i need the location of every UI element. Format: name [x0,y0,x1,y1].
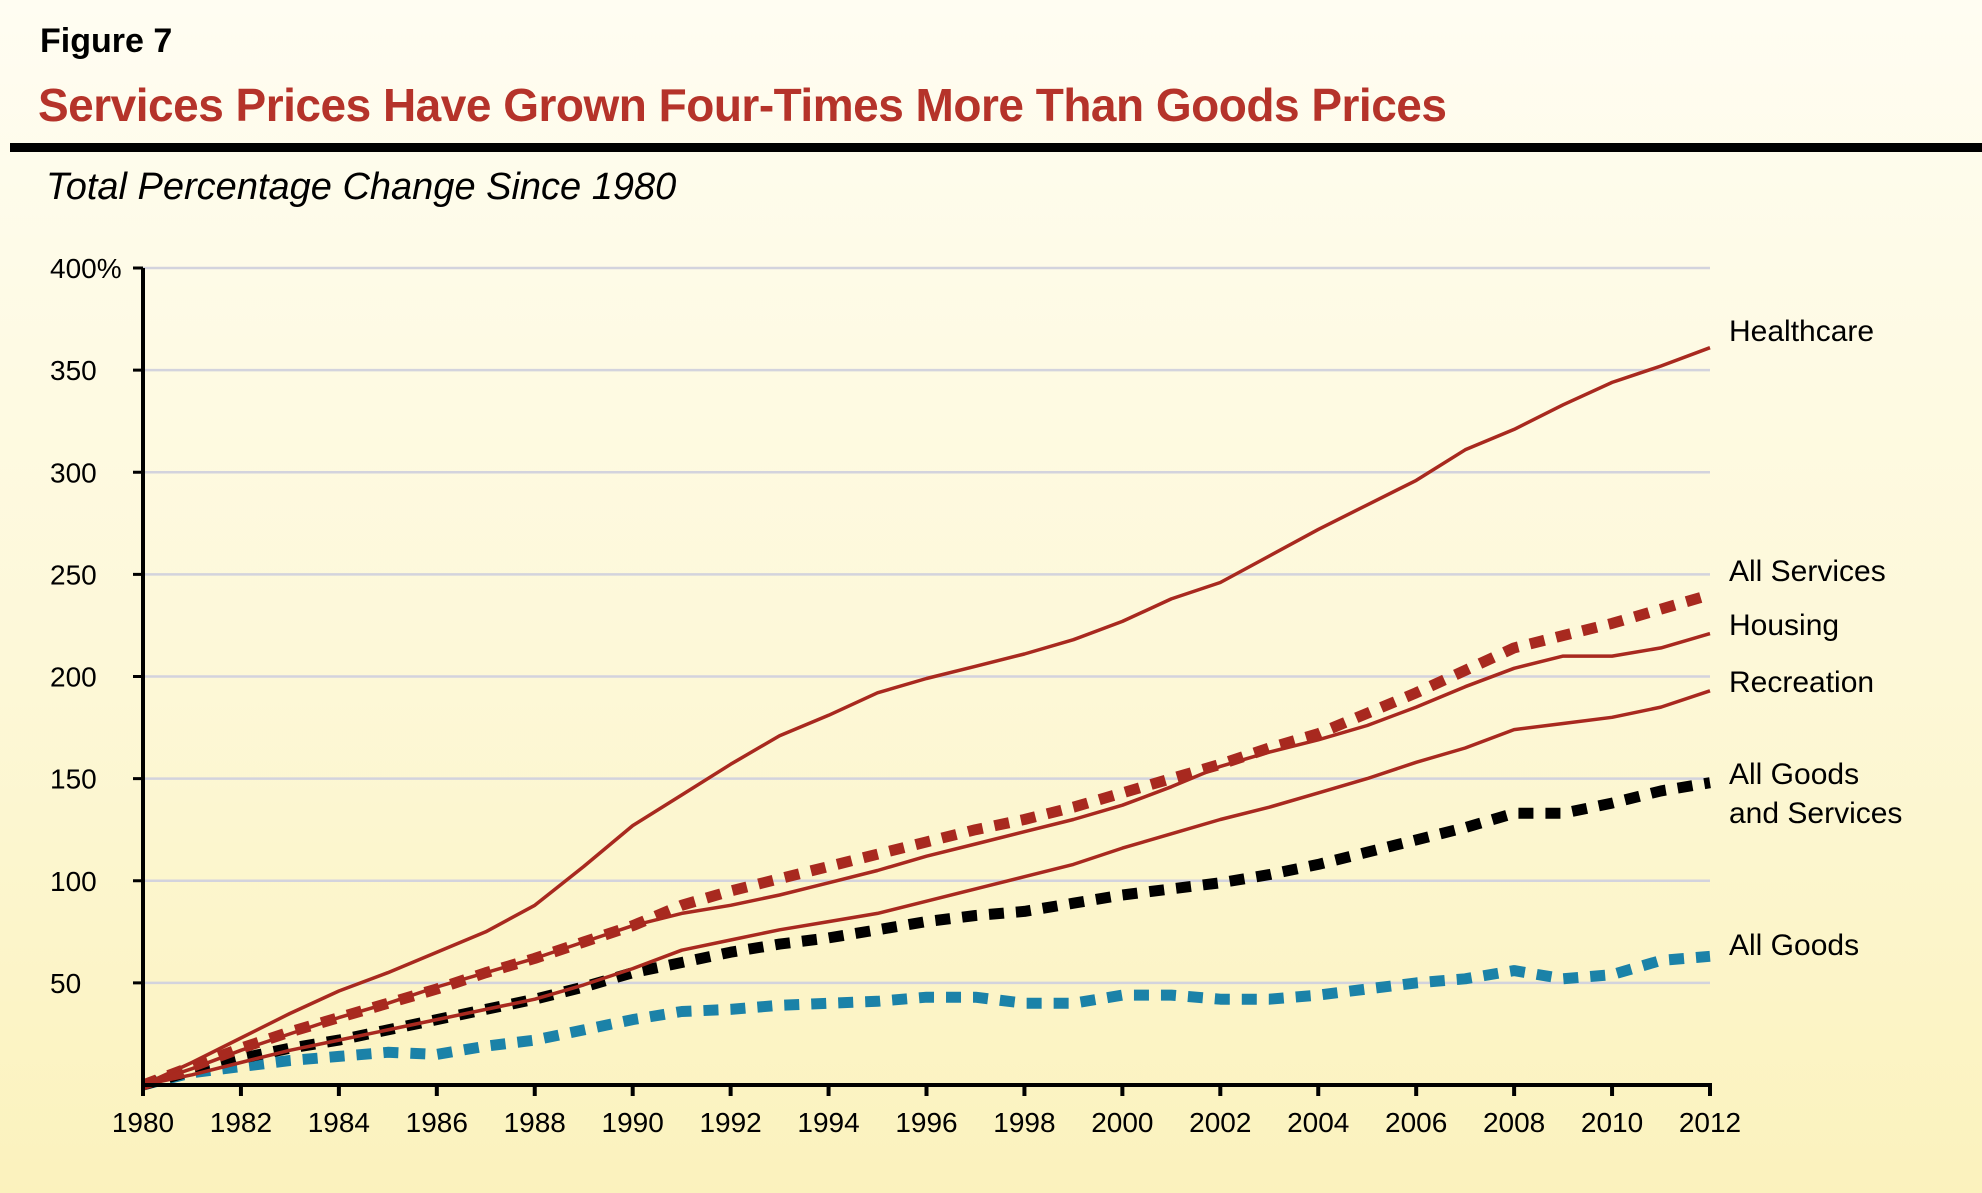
x-tick-label: 1992 [699,1107,761,1138]
y-tick-label: 50 [50,968,81,999]
series-label-housing: Housing [1729,609,1839,642]
series-line-all-goods-and-services [141,777,1711,1091]
y-tick-label: 250 [50,559,97,590]
x-tick-label: 1982 [210,1107,272,1138]
chart-subtitle: Total Percentage Change Since 1980 [46,166,677,208]
series-line-housing [142,631,1711,1087]
x-tick-label: 2010 [1581,1107,1643,1138]
x-tick-label: 2000 [1091,1107,1153,1138]
x-tick-label: 2008 [1483,1107,1545,1138]
y-tick-label: 400% [50,253,122,284]
x-tick-label: 1994 [797,1107,859,1138]
y-tick-label: 200 [50,662,97,693]
series-label-all-goods-and-services: All Goods [1729,758,1859,791]
axes: 400% 350 300 250 200 150 100 50 1980 1982 1984 1986… [50,253,1741,1138]
x-tick-label: 1986 [406,1107,468,1138]
series-lines [141,346,1712,1091]
series-line-recreation [142,689,1711,1087]
y-tick-label: 350 [50,355,97,386]
y-tick-label: 300 [50,457,97,488]
x-tick-label: 1996 [895,1107,957,1138]
x-tick-label: 1998 [993,1107,1055,1138]
series-line-all-services [141,589,1712,1091]
figure-label: Figure 7 [40,22,173,60]
series-label-all-goods: All Goods [1729,929,1859,962]
x-tick-label: 1988 [504,1107,566,1138]
x-tick-label: 1980 [112,1107,174,1138]
chart-title: Services Prices Have Grown Four-Times Mo… [38,79,1447,131]
y-tick-label: 150 [50,764,97,795]
series-line-all-goods [141,950,1711,1091]
x-tick-label: 1984 [308,1107,370,1138]
y-tick-label: 100 [50,866,97,897]
series-label-recreation: Recreation [1729,666,1874,699]
series-line-healthcare [142,346,1711,1087]
series-labels: Healthcare All Services Housing Recreation A… [1729,315,1902,962]
x-tick-label: 2002 [1189,1107,1251,1138]
x-tick-label: 1990 [602,1107,664,1138]
gridlines [143,266,1710,985]
header-rule [10,143,1982,152]
x-tick-label: 2006 [1385,1107,1447,1138]
series-label-all-services: All Services [1729,555,1886,588]
x-tick-label: 2012 [1679,1107,1741,1138]
series-label-healthcare: Healthcare [1729,315,1874,348]
series-label-all-goods-and-services: and Services [1729,797,1902,830]
x-tick-label: 2004 [1287,1107,1349,1138]
